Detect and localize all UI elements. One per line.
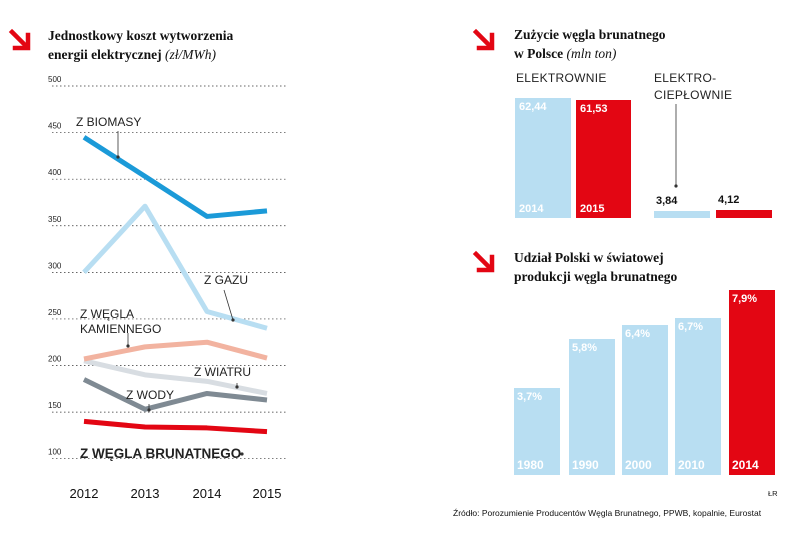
share-bar (675, 318, 721, 475)
consumption-value-label: 3,84 (656, 194, 678, 207)
line-chart-title-line1: Jednostkowy koszt wytworzenia (48, 28, 234, 43)
share-bar (569, 339, 615, 475)
x-tick-label: 2013 (131, 486, 160, 501)
group-label-elektrownie: ELEKTROWNIE (516, 71, 607, 85)
red-diagonal-arrow-icon (8, 28, 31, 51)
y-tick-label: 500 (48, 75, 62, 84)
label-leader-dot (240, 452, 244, 456)
series-line-z-biomasy (82, 135, 268, 219)
series-line-z-węgla-brunatnego (83, 418, 268, 435)
line-chart-title-line2: energii elektrycznej (48, 47, 162, 62)
label-leader-dot (126, 344, 130, 348)
source-note: Źródło: Porozumienie Producentów Węgla B… (453, 508, 762, 518)
series-line-z-węgla-kamiennego (83, 339, 268, 362)
consumption-title-line1: Zużycie węgla brunatnego (514, 27, 666, 42)
consumption-value-label: 4,12 (718, 194, 740, 207)
series-label: Z WODY (126, 388, 174, 402)
consumption-value-label: 62,44 (519, 101, 547, 113)
y-tick-label: 250 (48, 308, 62, 317)
share-bar (729, 290, 775, 475)
share-year-label: 2010 (678, 458, 705, 472)
series-line-z-gazu (82, 203, 268, 331)
share-year-label: 1990 (572, 458, 599, 472)
group-label-line2: CIEPŁOWNIE (654, 88, 733, 102)
share-chart-title: Udział Polski w światowej produkcji węgl… (514, 248, 677, 286)
series-label: Z WĘGLA KAMIENNEGO (80, 307, 161, 336)
share-value-label: 6,4% (625, 328, 651, 341)
share-title-line1: Udział Polski w światowej (514, 250, 664, 265)
y-tick-label: 200 (48, 355, 62, 364)
series-label: Z WĘGLA BRUNATNEGO (80, 446, 241, 461)
x-tick-label: 2014 (193, 486, 222, 501)
x-tick-label: 2012 (70, 486, 99, 501)
share-value-label: 7,9% (732, 293, 758, 305)
share-value-label: 5,8% (572, 342, 598, 355)
label-leader-dot (235, 385, 239, 389)
consumption-bar (654, 210, 710, 218)
label-leader-dot (116, 155, 120, 159)
series-line-z-wody (82, 377, 268, 412)
share-bar (514, 388, 560, 475)
y-tick-label: 300 (48, 261, 62, 270)
share-value-label: 6,7% (678, 321, 704, 334)
consumption-bar (716, 210, 772, 218)
y-tick-label: 450 (48, 122, 62, 131)
line-chart-unit: (zł/MWh) (164, 47, 216, 62)
consumption-year-label: 2014 (519, 203, 544, 215)
consumption-year-label: 2015 (580, 203, 605, 215)
x-tick-label: 2015 (253, 486, 282, 501)
line-chart-title: Jednostkowy koszt wytworzenia energii el… (48, 26, 233, 64)
y-tick-label: 150 (48, 401, 62, 410)
share-value-label: 3,7% (517, 391, 543, 404)
consumption-title-line2: w Polsce (514, 46, 564, 61)
series-label: Z GAZU (204, 273, 248, 287)
share-bar (622, 325, 668, 475)
author-credit: ŁR (768, 489, 778, 498)
consumption-value-label: 61,53 (580, 102, 608, 115)
series-label: Z BIOMASY (76, 115, 141, 129)
red-diagonal-arrow-icon (472, 28, 495, 51)
group-label-line1: ELEKTRO- (654, 71, 717, 85)
share-year-label: 2000 (625, 458, 652, 472)
group-label-elektrocieplownie: ELEKTRO- CIEPŁOWNIE (654, 70, 732, 104)
y-tick-label: 350 (48, 215, 62, 224)
label-leader (223, 289, 234, 321)
consumption-bar (576, 99, 631, 218)
consumption-chart-title: Zużycie węgla brunatnego w Polsce (mln t… (514, 25, 666, 63)
series-label: Z WIATRU (194, 365, 251, 379)
share-year-label: 1980 (517, 458, 544, 472)
red-diagonal-arrow-icon (472, 250, 495, 273)
share-year-label: 2014 (732, 458, 759, 472)
consumption-bar (515, 98, 571, 218)
consumption-unit: (mln ton) (566, 46, 617, 61)
y-tick-label: 100 (48, 448, 62, 457)
y-tick-label: 400 (48, 168, 62, 177)
label-leader-dot (231, 318, 235, 322)
label-leader-dot (147, 408, 151, 412)
share-title-line2: produkcji węgla brunatnego (514, 269, 678, 284)
